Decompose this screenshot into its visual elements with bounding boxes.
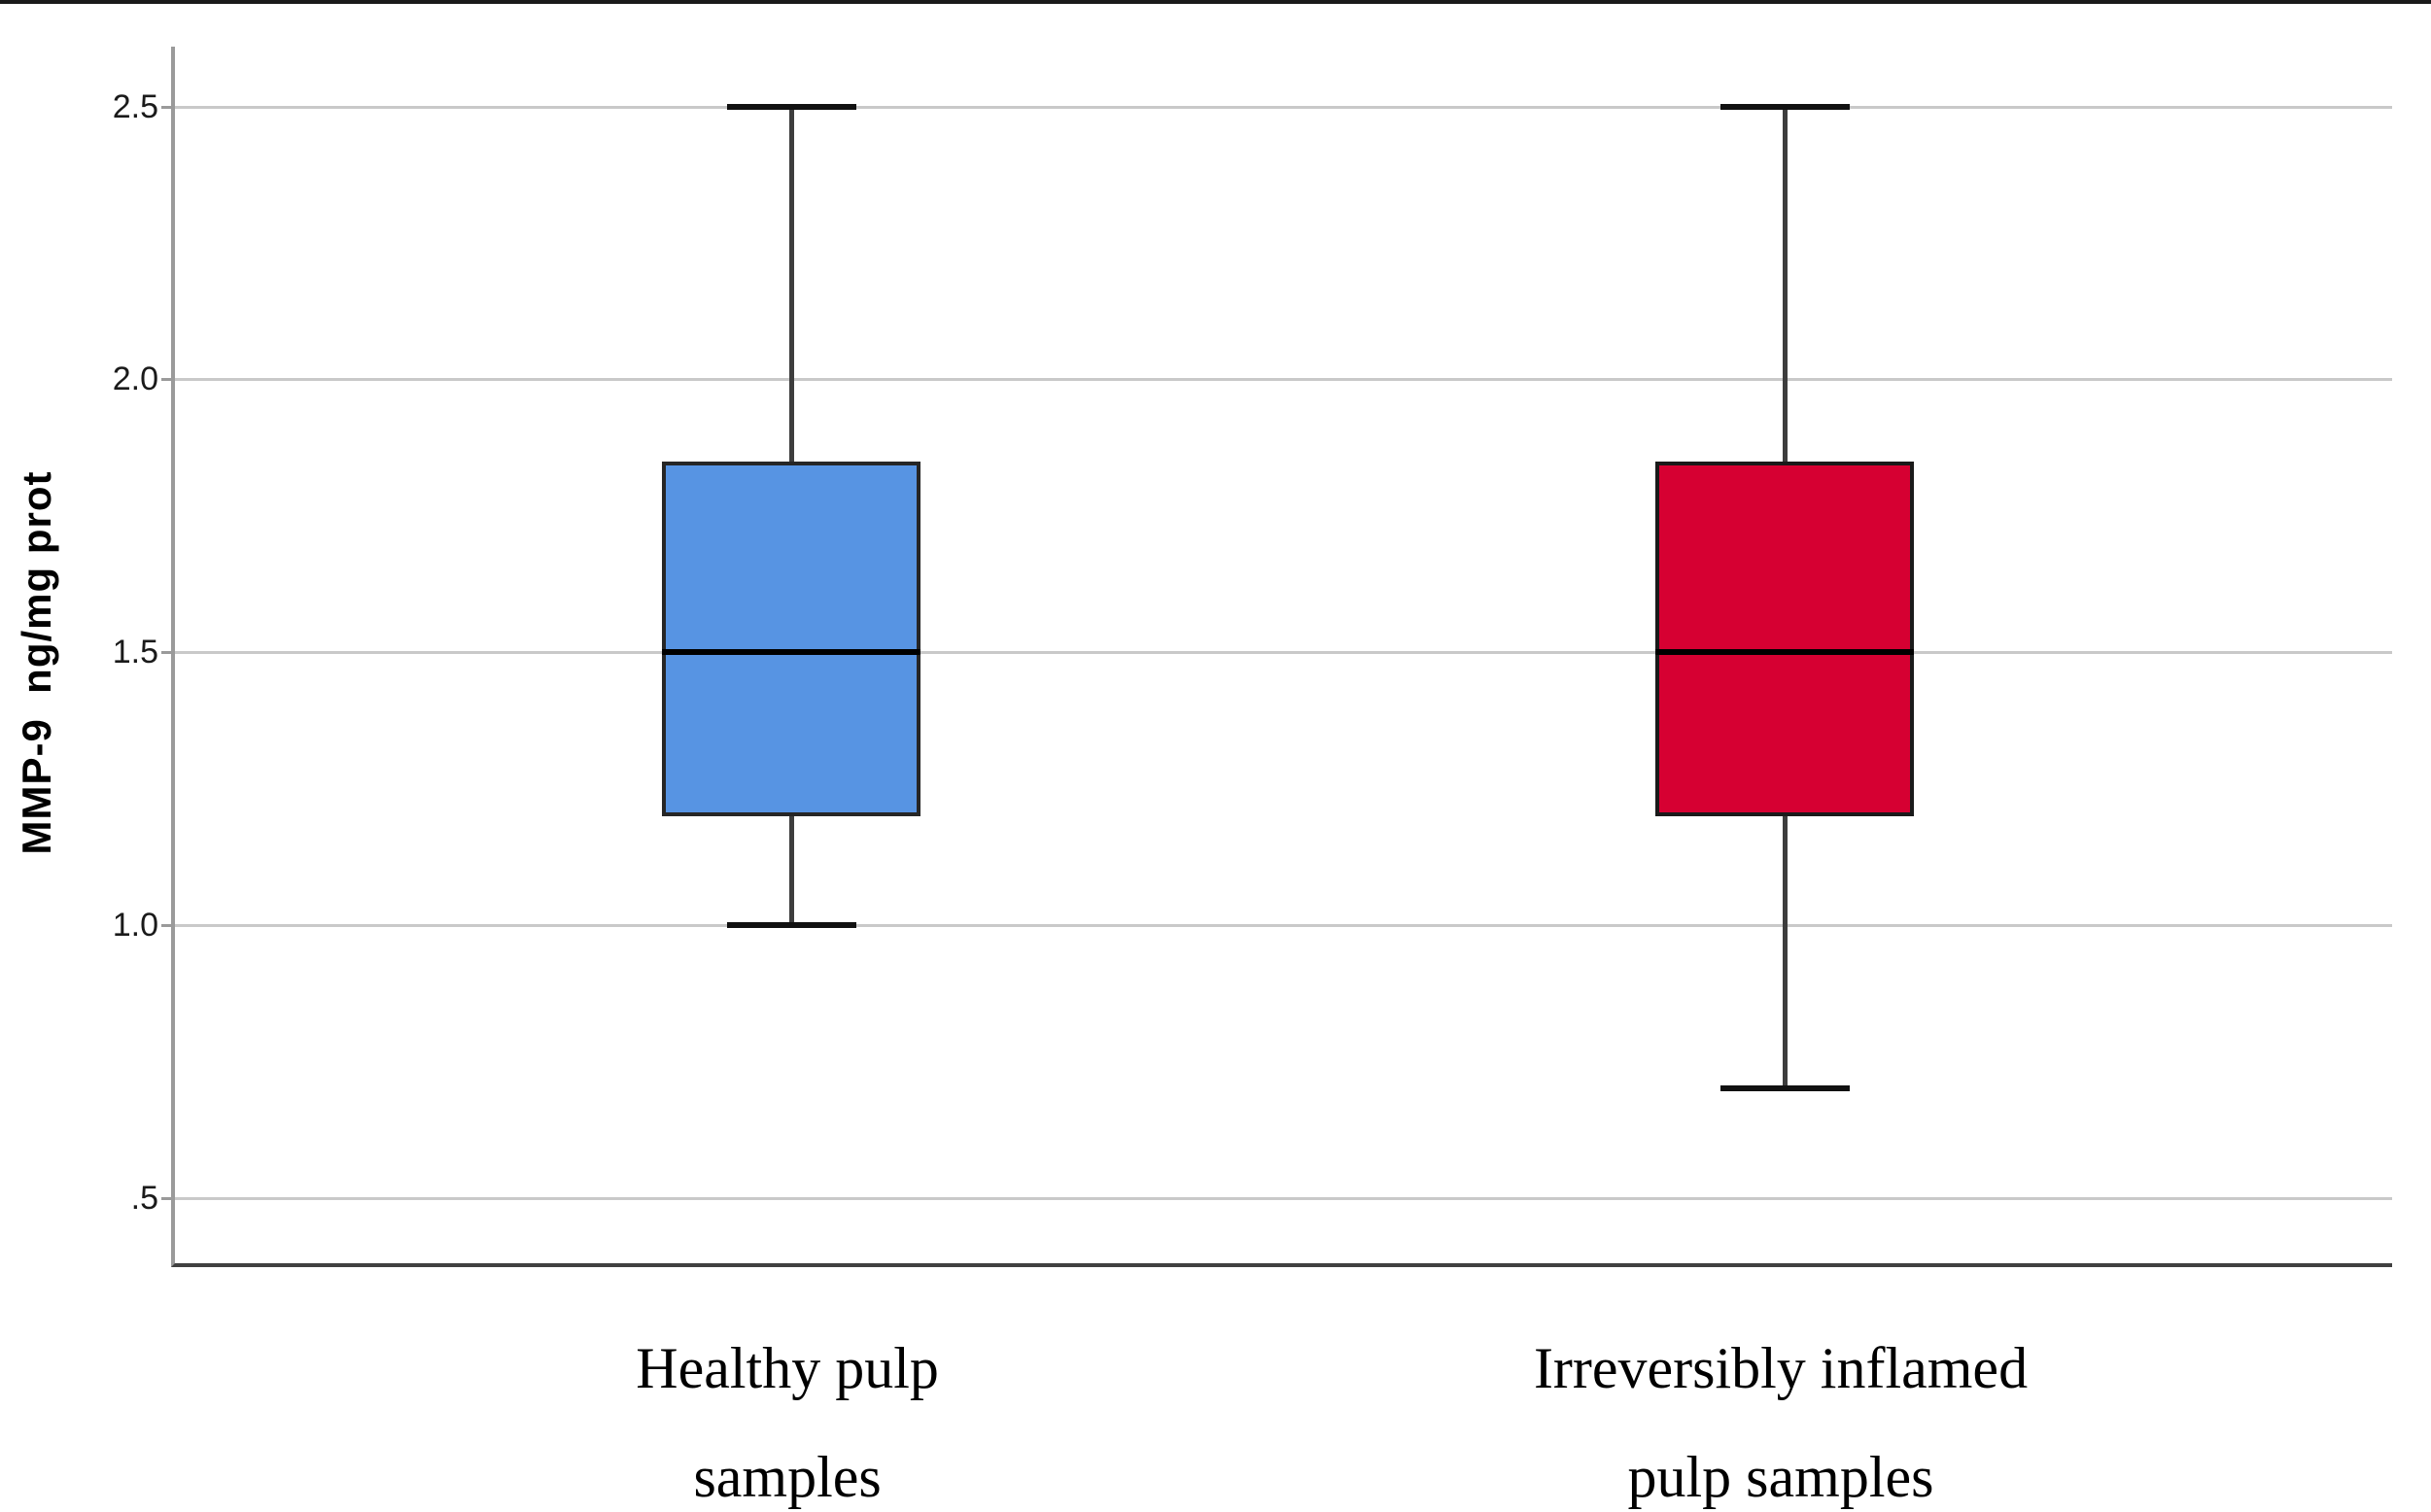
- median-line: [662, 649, 921, 656]
- y-tick-label: 1.0: [112, 906, 158, 944]
- category-label: Irreversibly inflamed pulp samples: [1295, 1314, 2267, 1512]
- y-tick-label: 2.5: [112, 87, 158, 125]
- y-axis-tick: [161, 378, 173, 382]
- median-line: [1655, 649, 1914, 656]
- y-tick-label: .5: [130, 1179, 158, 1217]
- y-tick-label: 2.0: [112, 361, 158, 398]
- whisker-cap-min: [726, 921, 856, 928]
- y-axis-tick: [161, 651, 173, 655]
- category-label-line: Irreversibly inflamed: [1533, 1336, 2029, 1400]
- whisker-cap-max: [726, 103, 856, 110]
- gridline: [175, 1196, 2392, 1200]
- gridline: [175, 923, 2392, 927]
- category-label-line: pulp samples: [1627, 1445, 1934, 1509]
- y-axis-tick: [161, 1196, 173, 1200]
- category-label-line: samples: [693, 1445, 882, 1509]
- box-healthy: [662, 461, 921, 816]
- y-axis-tick: [161, 923, 173, 927]
- figure-border: [0, 0, 2431, 4]
- gridline: [175, 378, 2392, 382]
- category-label: Healthy pulp samples: [301, 1314, 1273, 1512]
- plot-area: [161, 47, 2392, 1267]
- y-axis-tick: [161, 105, 173, 109]
- gridline: [175, 651, 2392, 655]
- whisker-cap-max: [1719, 103, 1850, 110]
- category-label-line: Healthy pulp: [636, 1336, 939, 1400]
- gridline: [175, 105, 2392, 109]
- box-inflamed: [1655, 461, 1914, 816]
- y-tick-label: 1.5: [112, 634, 158, 671]
- whisker-cap-min: [1719, 1085, 1850, 1092]
